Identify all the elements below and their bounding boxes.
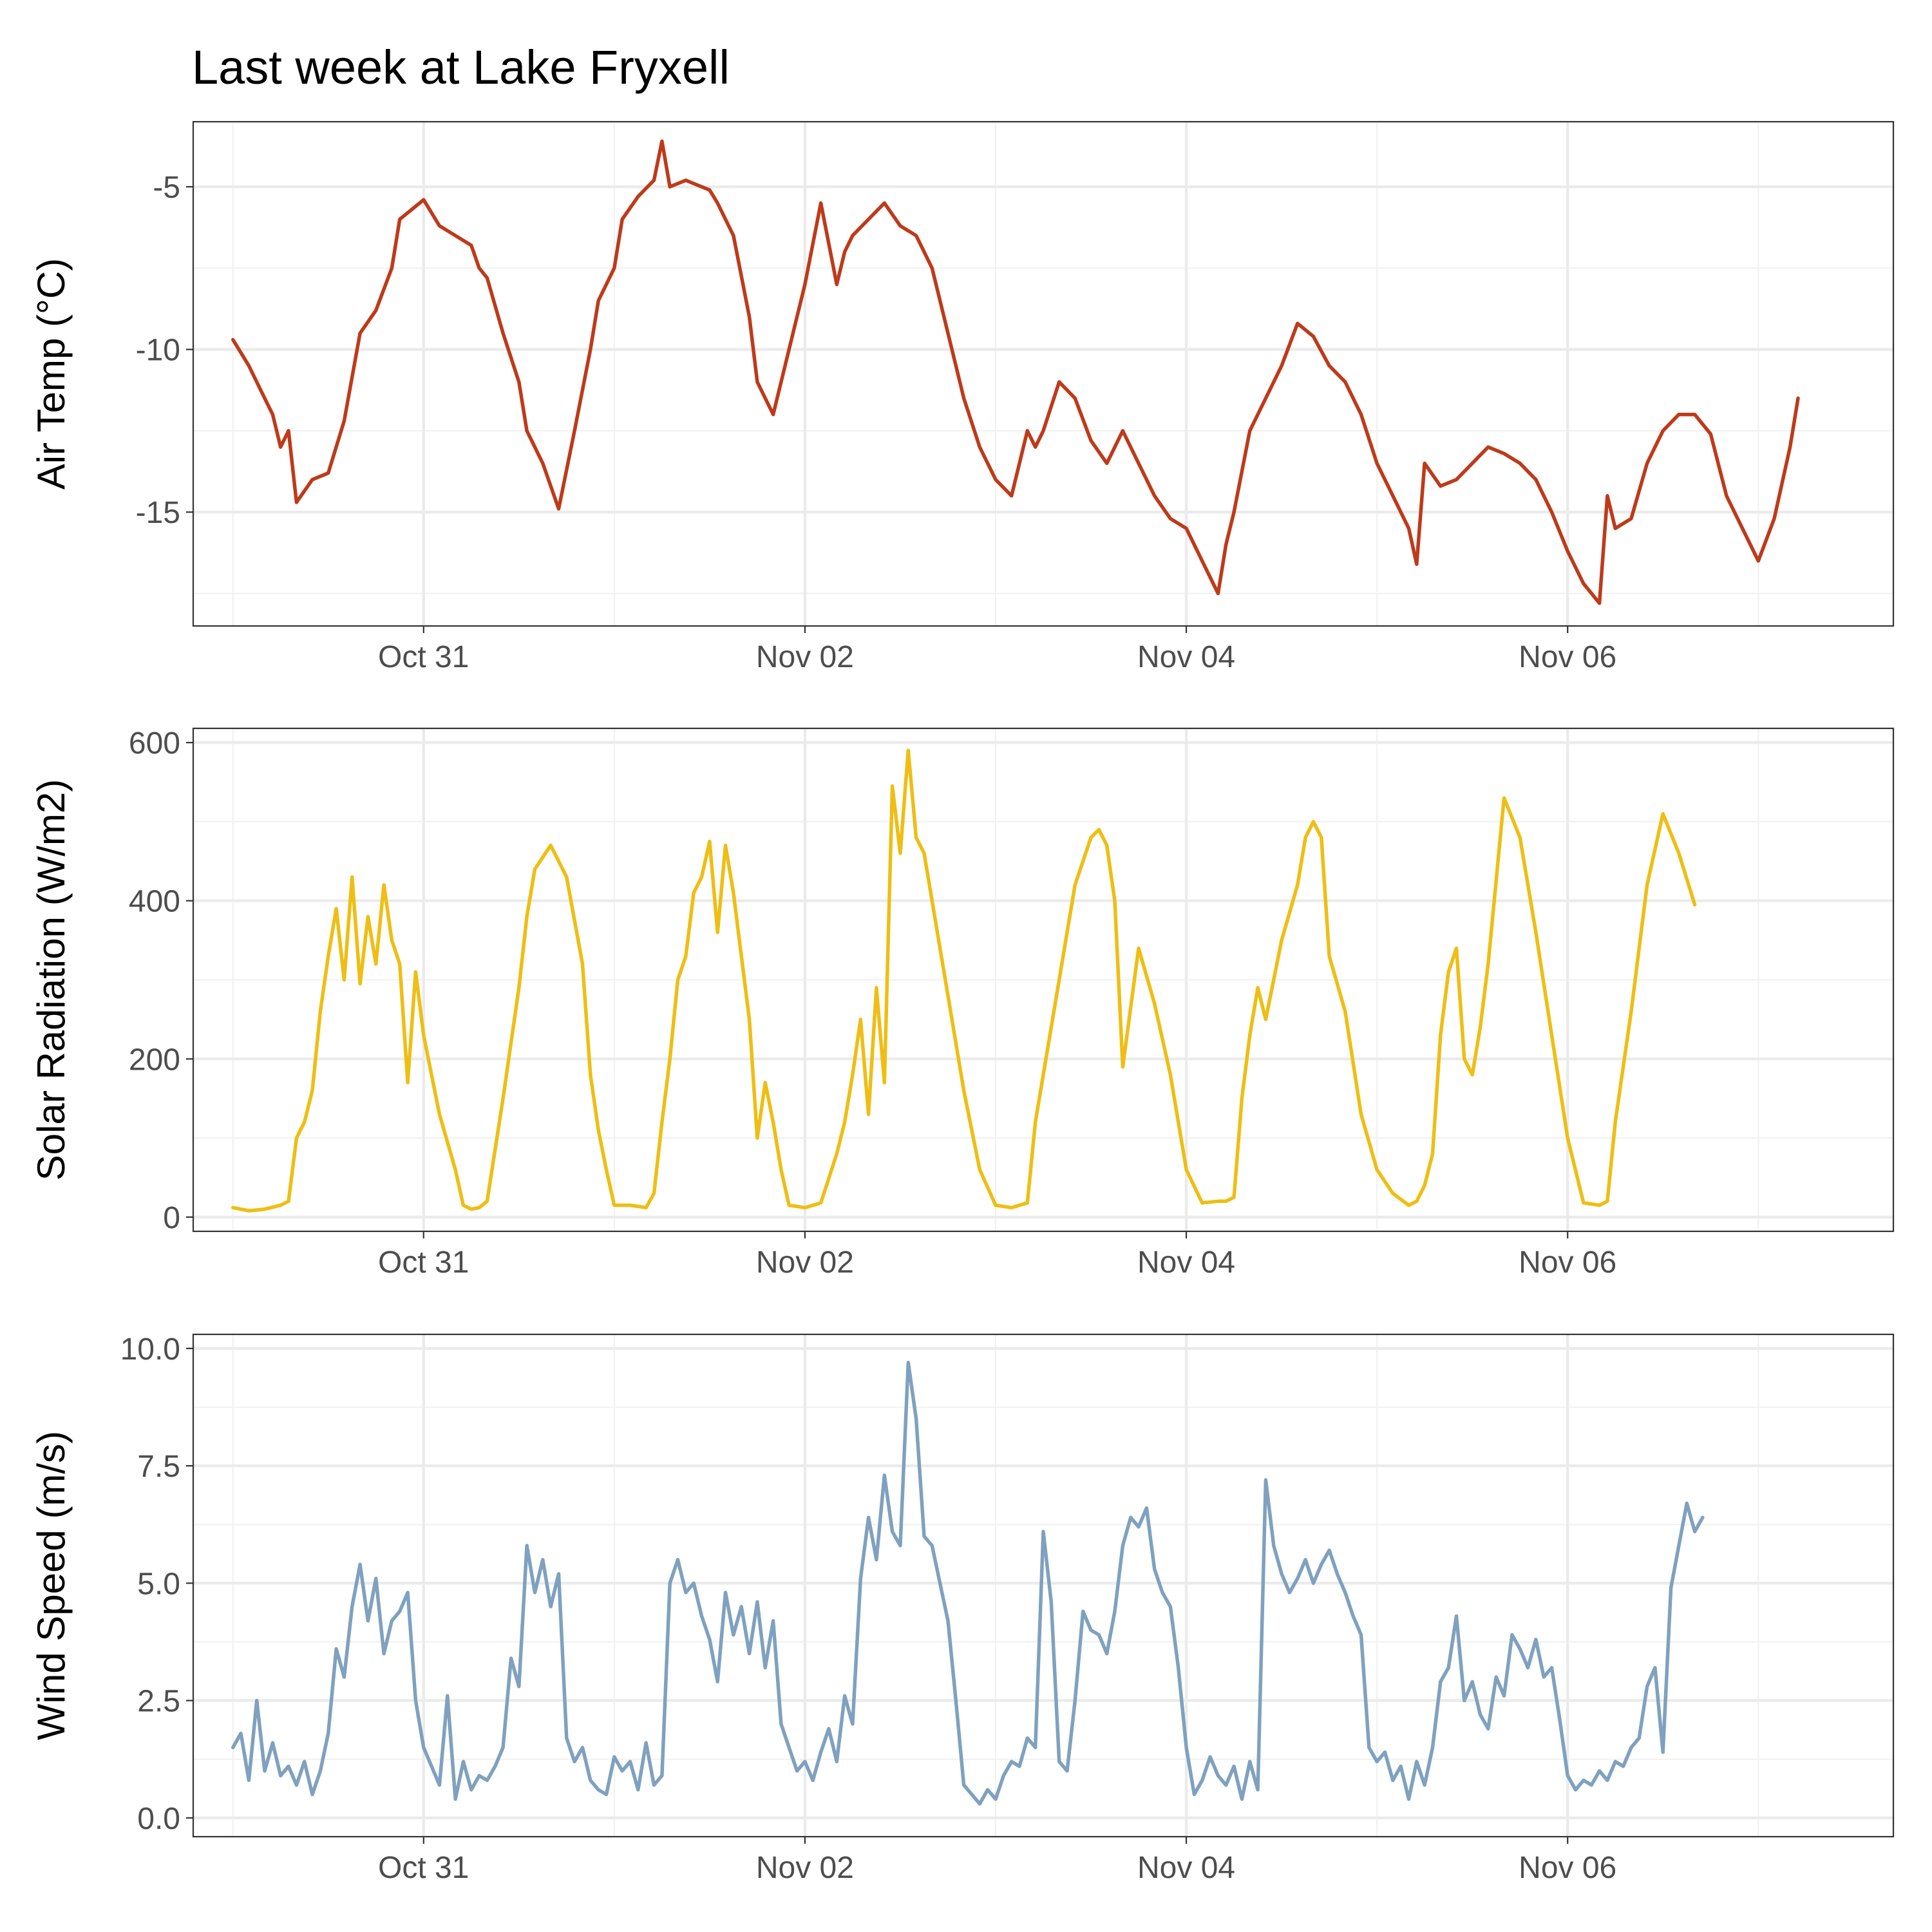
wind-speed-y-axis-label: Wind Speed (m/s) (30, 1431, 73, 1740)
y-tick-label: 600 (129, 726, 180, 761)
solar-radiation-panel-border (192, 727, 1895, 1233)
y-tick-label: 200 (129, 1043, 180, 1077)
y-tick-label: 2.5 (137, 1685, 180, 1719)
y-tick-label: 0 (163, 1201, 180, 1235)
air-temp-y-axis-label: Air Temp (°C) (30, 258, 73, 490)
x-tick-label: Nov 04 (1137, 1851, 1235, 1885)
air-temp-panel: Oct 31 Nov 02 Nov 04 Nov 06 -5 -10 -15 Air Temp… (30, 120, 1895, 674)
y-tick-label: -15 (136, 496, 180, 530)
solar-radiation-panel: Oct 31 Nov 02 Nov 04 Nov 06 600 400 200 0 Solar … (30, 726, 1895, 1280)
x-tick-label: Nov 02 (756, 640, 854, 674)
x-tick-label: Oct 31 (378, 640, 469, 674)
chart-title: Last week at Lake Fryxell (192, 41, 730, 94)
wind-speed-panel: Oct 31 Nov 02 Nov 04 Nov 06 10.0 7.5 5.0 2.5 0.0… (30, 1332, 1895, 1885)
solar-radiation-series-line (231, 748, 1697, 1213)
x-tick-label: Nov 02 (756, 1245, 854, 1280)
y-tick-label: 5.0 (137, 1567, 180, 1601)
y-tick-label: 10.0 (120, 1332, 180, 1367)
panels: Oct 31 Nov 02 Nov 04 Nov 06 -5 -10 -15 Air Temp… (30, 120, 1895, 1885)
x-tick-label: Oct 31 (378, 1245, 469, 1280)
x-tick-label: Nov 06 (1519, 1245, 1616, 1280)
x-tick-label: Nov 04 (1137, 640, 1235, 674)
y-tick-label: 7.5 (137, 1450, 180, 1484)
x-tick-label: Nov 06 (1519, 1851, 1616, 1885)
x-tick-label: Oct 31 (378, 1851, 469, 1885)
solar-radiation-y-axis-label: Solar Radiation (W/m2) (30, 779, 73, 1181)
y-tick-label: -5 (153, 171, 180, 205)
air-temp-panel-border (192, 120, 1895, 627)
x-tick-label: Nov 06 (1519, 640, 1616, 674)
y-tick-label: -10 (136, 334, 180, 368)
x-tick-label: Nov 02 (756, 1851, 854, 1885)
wind-speed-series-line (231, 1360, 1705, 1806)
air-temp-series-line (231, 139, 1800, 605)
wind-speed-panel-border (192, 1333, 1895, 1838)
x-tick-label: Nov 04 (1137, 1245, 1235, 1280)
y-tick-label: 0.0 (137, 1802, 180, 1836)
y-tick-label: 400 (129, 885, 180, 919)
